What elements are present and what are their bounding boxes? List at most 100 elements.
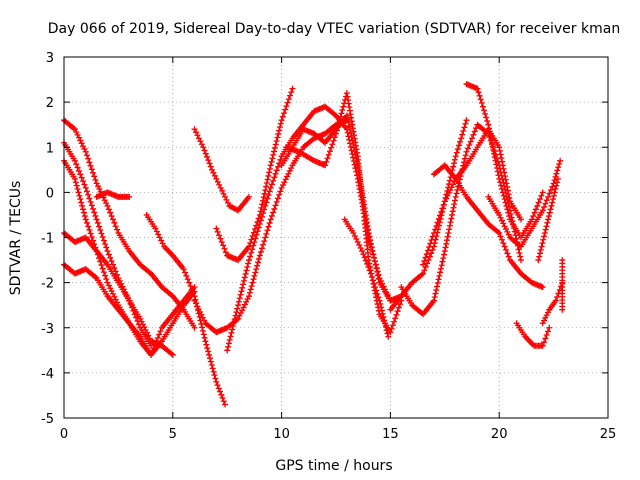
data-point — [252, 235, 259, 242]
data-point — [530, 213, 537, 220]
data-point — [265, 223, 272, 230]
data-point — [380, 314, 387, 321]
data-point — [87, 162, 94, 169]
data-point — [542, 200, 549, 207]
data-point — [441, 248, 448, 255]
data-point — [351, 232, 358, 239]
data-point — [476, 92, 483, 99]
data-point — [501, 169, 508, 176]
data-point — [274, 134, 281, 141]
data-series-arc-4 — [61, 229, 176, 358]
data-point — [557, 157, 564, 164]
data-point — [95, 183, 101, 190]
data-point — [208, 361, 215, 368]
data-point — [343, 112, 350, 119]
data-point — [276, 124, 283, 131]
data-point — [449, 208, 456, 215]
data-point — [198, 320, 205, 327]
data-point — [506, 194, 513, 201]
data-point — [493, 161, 500, 168]
data-point — [359, 248, 366, 255]
data-point — [539, 284, 546, 291]
data-point — [210, 169, 217, 176]
data-point — [273, 138, 280, 145]
data-point — [240, 277, 247, 284]
data-point — [537, 196, 543, 203]
data-point — [182, 269, 189, 276]
data-point — [541, 339, 548, 346]
data-point — [496, 147, 503, 154]
data-point — [100, 237, 107, 244]
data-point — [382, 323, 389, 330]
data-point — [93, 216, 100, 223]
data-point — [446, 222, 453, 229]
data-series-arc-18 — [430, 162, 546, 291]
data-point — [226, 336, 233, 343]
data-point — [482, 110, 489, 117]
data-point — [449, 211, 456, 218]
data-point — [85, 191, 92, 198]
data-point — [154, 334, 161, 341]
data-point — [345, 119, 352, 126]
data-point — [430, 297, 437, 304]
data-point — [97, 226, 104, 233]
data-point — [107, 209, 114, 216]
data-point — [496, 229, 503, 236]
data-point — [264, 195, 271, 202]
data-point — [353, 236, 360, 243]
data-point — [441, 198, 448, 205]
data-point — [337, 113, 344, 120]
data-point — [126, 193, 133, 200]
data-point — [467, 138, 474, 145]
data-point — [543, 223, 550, 230]
x-tick-label: 10 — [273, 427, 290, 442]
data-point — [261, 238, 268, 245]
data-point — [83, 188, 90, 195]
data-point — [498, 185, 505, 192]
data-point — [494, 168, 501, 175]
data-point — [231, 316, 238, 323]
data-point — [444, 233, 451, 240]
data-point — [188, 286, 195, 293]
data-point — [492, 157, 499, 164]
data-point — [433, 222, 440, 229]
data-point — [434, 219, 441, 226]
data-point — [217, 235, 224, 242]
data-point — [74, 185, 81, 192]
data-point — [108, 288, 115, 295]
data-point — [92, 212, 99, 219]
data-point — [387, 329, 394, 336]
data-point — [245, 257, 252, 264]
data-point — [263, 230, 270, 237]
data-point — [375, 294, 382, 301]
data-point — [428, 237, 435, 244]
data-point — [437, 269, 444, 276]
data-point — [496, 175, 503, 182]
data-point — [81, 213, 88, 220]
data-point — [77, 196, 84, 203]
data-point — [539, 320, 546, 327]
data-point — [544, 309, 551, 316]
data-point — [502, 173, 509, 180]
data-point — [253, 266, 260, 273]
data-point — [385, 333, 392, 340]
data-point — [203, 153, 210, 160]
data-point — [273, 167, 280, 174]
data-point — [255, 259, 262, 266]
data-point — [263, 180, 270, 187]
x-tick-label: 25 — [600, 427, 617, 442]
data-point — [71, 157, 78, 164]
data-point — [262, 234, 269, 241]
data-point — [262, 202, 269, 209]
data-point — [225, 343, 232, 350]
data-point — [464, 145, 471, 152]
data-point — [504, 206, 511, 213]
data-point — [488, 136, 495, 143]
data-point — [461, 124, 468, 131]
data-point — [218, 239, 225, 246]
data-point — [383, 327, 390, 334]
data-point — [272, 141, 279, 148]
data-point — [501, 243, 508, 250]
data-point — [500, 192, 507, 199]
data-point — [71, 175, 78, 182]
